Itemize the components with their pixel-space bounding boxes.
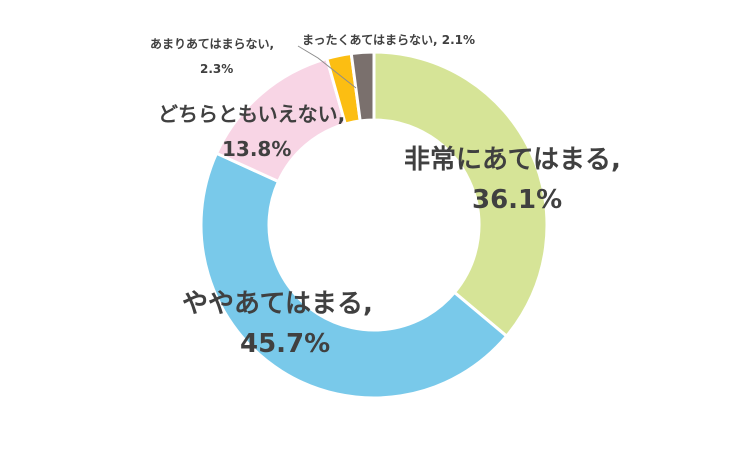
donut-slice-4: [349, 50, 376, 123]
leader-line-3: [297, 45, 357, 89]
slice-label-value-0: 36.1%: [472, 185, 563, 215]
slice-label-name-4: まったくあてはまらない, 2.1%: [302, 33, 476, 47]
donut-slice-0: [372, 50, 549, 339]
donut-slice-1: [199, 151, 509, 400]
slice-label-name-1: ややあてはまる,: [182, 289, 373, 319]
slice-label-name-0: 非常にあてはまる,: [404, 145, 621, 175]
slice-label-value-1: 45.7%: [240, 329, 331, 359]
slice-label-value-2: 13.8%: [222, 137, 292, 161]
slice-label-value-3: 2.3%: [200, 62, 234, 76]
slice-label-name-2: どちらともいえない,: [158, 102, 346, 126]
slice-label-name-3: あまりあてはまらない,: [150, 37, 275, 51]
